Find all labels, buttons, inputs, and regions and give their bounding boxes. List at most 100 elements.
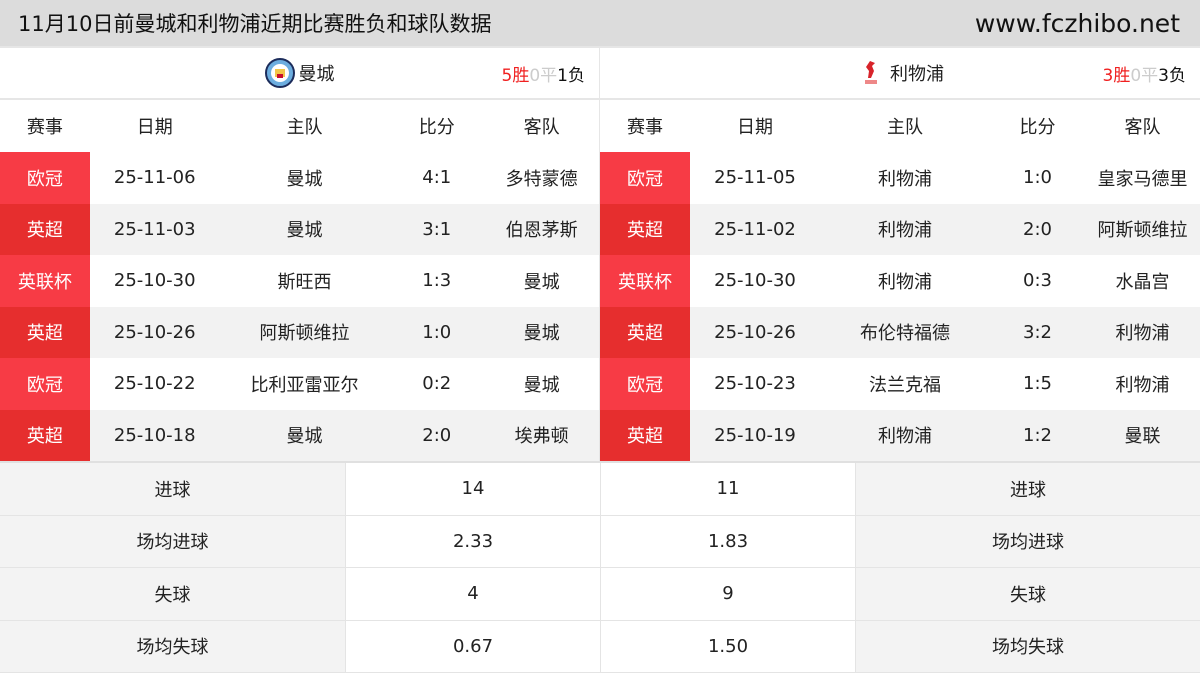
date-cell: 25-11-06 [113, 167, 196, 189]
team-panel: 利物浦 3胜0平3负 赛事 日期 主队 比分 客队 欧冠 25-11-05 利物浦 1:0 皇家马… [600, 48, 1200, 461]
match-row: 英超 25-10-26 阿斯顿维拉 1:0 曼城 [0, 306, 599, 358]
home-team-cell: 布伦特福德 [860, 323, 950, 345]
home-team-cell: 利物浦 [878, 168, 932, 190]
stats-table: 进球 14 11 进球 场均进球 2.33 1.83 场均进球 失球 4 9 失… [0, 461, 1200, 673]
home-team-cell: 曼城 [286, 426, 323, 448]
match-row: 英超 25-11-03 曼城 3:1 伯恩茅斯 [0, 203, 599, 255]
stat-label: 进球 [0, 463, 345, 515]
draws: 0平 [1130, 65, 1159, 86]
draws: 0平 [529, 65, 558, 86]
team-header: 利物浦 3胜0平3负 [600, 48, 1200, 100]
away-team-cell: 曼城 [523, 374, 560, 396]
column-header-cell: 日期 [737, 117, 773, 138]
away-team-cell: 水晶宫 [1115, 271, 1170, 293]
column-header-cell: 赛事 [627, 117, 663, 138]
home-team-cell: 利物浦 [878, 426, 932, 448]
score-cell: 0:2 [422, 373, 452, 395]
stat-label: 场均进球 [0, 515, 345, 567]
home-team-cell: 利物浦 [878, 271, 932, 293]
stat-away-value: 1.50 [600, 620, 855, 672]
away-team-cell: 多特蒙德 [505, 168, 578, 190]
competition-cell: 英超 [600, 306, 690, 358]
competition-cell: 欧冠 [0, 358, 90, 410]
date-cell: 25-11-05 [714, 167, 796, 189]
date-cell: 25-11-03 [113, 218, 196, 240]
team-record: 3胜0平3负 [1103, 61, 1186, 86]
stat-away-value: 1.83 [600, 515, 855, 567]
date-cell: 25-10-26 [113, 321, 196, 343]
column-header-cell: 赛事 [26, 117, 63, 138]
competition-cell: 英超 [0, 409, 90, 461]
column-header-cell: 比分 [1019, 117, 1056, 138]
competition-cell: 英超 [0, 306, 90, 358]
team-name: 利物浦 [890, 64, 944, 85]
stat-home-value: 2.33 [345, 515, 600, 567]
match-row: 欧冠 25-10-23 法兰克福 1:5 利物浦 [600, 358, 1200, 410]
site-name: www.fczhibo.net [974, 8, 1180, 38]
date-cell: 25-10-19 [714, 424, 796, 446]
away-team-cell: 皇家马德里 [1097, 168, 1188, 190]
score-cell: 1:0 [1023, 167, 1052, 189]
competition-cell: 英超 [0, 203, 90, 255]
home-team-cell: 法兰克福 [869, 374, 941, 396]
away-team-cell: 曼城 [523, 271, 560, 293]
stat-label: 场均失球 [855, 620, 1200, 672]
date-cell: 25-10-26 [714, 321, 796, 343]
losses: 3负 [1158, 65, 1186, 86]
match-row: 英超 25-11-02 利物浦 2:0 阿斯顿维拉 [600, 203, 1200, 255]
score-cell: 2:0 [1023, 218, 1052, 240]
team-panel: 曼城 5胜0平1负 赛事 日期 主队 比分 客队 欧冠 25-11-06 曼城 4:1 多特蒙德英… [0, 48, 600, 461]
competition-cell: 英联杯 [0, 255, 90, 307]
column-header-cell: 日期 [136, 117, 173, 138]
stat-row: 失球 4 9 失球 [0, 568, 1200, 621]
score-cell: 0:3 [1023, 270, 1052, 292]
wins: 5胜 [501, 65, 530, 86]
column-header-cell: 比分 [418, 117, 455, 138]
losses: 1负 [557, 65, 585, 86]
match-row: 英超 25-10-26 布伦特福德 3:2 利物浦 [600, 306, 1200, 358]
stat-home-value: 4 [345, 568, 600, 620]
column-header-cell: 主队 [286, 117, 323, 138]
page-title: 11月10日前曼城和利物浦近期比赛胜负和球队数据 [18, 12, 492, 36]
stat-label: 场均进球 [855, 515, 1200, 567]
date-cell: 25-10-18 [113, 424, 196, 446]
team-name: 曼城 [298, 64, 335, 85]
recent-matches: 曼城 5胜0平1负 赛事 日期 主队 比分 客队 欧冠 25-11-06 曼城 4:1 多特蒙德英… [0, 46, 1200, 461]
home-team-cell: 斯旺西 [277, 271, 332, 293]
column-header-cell: 客队 [1124, 117, 1161, 138]
stat-home-value: 14 [345, 463, 600, 515]
competition-cell: 欧冠 [0, 152, 90, 204]
stat-row: 进球 14 11 进球 [0, 463, 1200, 516]
date-cell: 25-10-30 [714, 270, 796, 292]
competition-cell: 欧冠 [600, 358, 690, 410]
match-row: 英联杯 25-10-30 斯旺西 1:3 曼城 [0, 255, 599, 307]
score-cell: 1:5 [1023, 373, 1052, 395]
column-header-cell: 客队 [523, 117, 560, 138]
stat-label: 场均失球 [0, 620, 345, 672]
competition-cell: 英超 [600, 203, 690, 255]
stat-row: 场均进球 2.33 1.83 场均进球 [0, 515, 1200, 568]
team-header: 曼城 5胜0平1负 [0, 48, 599, 100]
away-team-cell: 埃弗顿 [514, 426, 569, 448]
match-row: 英联杯 25-10-30 利物浦 0:3 水晶宫 [600, 255, 1200, 307]
man-city-crest-icon [264, 58, 295, 88]
match-row: 英超 25-10-19 利物浦 1:2 曼联 [600, 409, 1200, 461]
stat-label: 失球 [0, 568, 345, 620]
away-team-cell: 曼城 [523, 323, 560, 345]
competition-cell: 英联杯 [600, 255, 690, 307]
column-header: 赛事 日期 主队 比分 客队 [600, 100, 1200, 152]
match-row: 英超 25-10-18 曼城 2:0 埃弗顿 [0, 409, 599, 461]
match-row: 欧冠 25-11-05 利物浦 1:0 皇家马德里 [600, 152, 1200, 204]
home-team-cell: 曼城 [286, 220, 323, 242]
score-cell: 3:2 [1023, 321, 1052, 343]
stat-row: 场均失球 0.67 1.50 场均失球 [0, 620, 1200, 673]
date-cell: 25-10-30 [113, 270, 196, 292]
score-cell: 3:1 [422, 218, 452, 240]
column-header: 赛事 日期 主队 比分 客队 [0, 100, 599, 152]
competition-cell: 英超 [600, 409, 690, 461]
date-cell: 25-10-22 [113, 373, 196, 395]
score-cell: 1:3 [422, 270, 452, 292]
stat-away-value: 9 [600, 568, 855, 620]
date-cell: 25-10-23 [714, 373, 796, 395]
match-row: 欧冠 25-10-22 比利亚雷亚尔 0:2 曼城 [0, 358, 599, 410]
